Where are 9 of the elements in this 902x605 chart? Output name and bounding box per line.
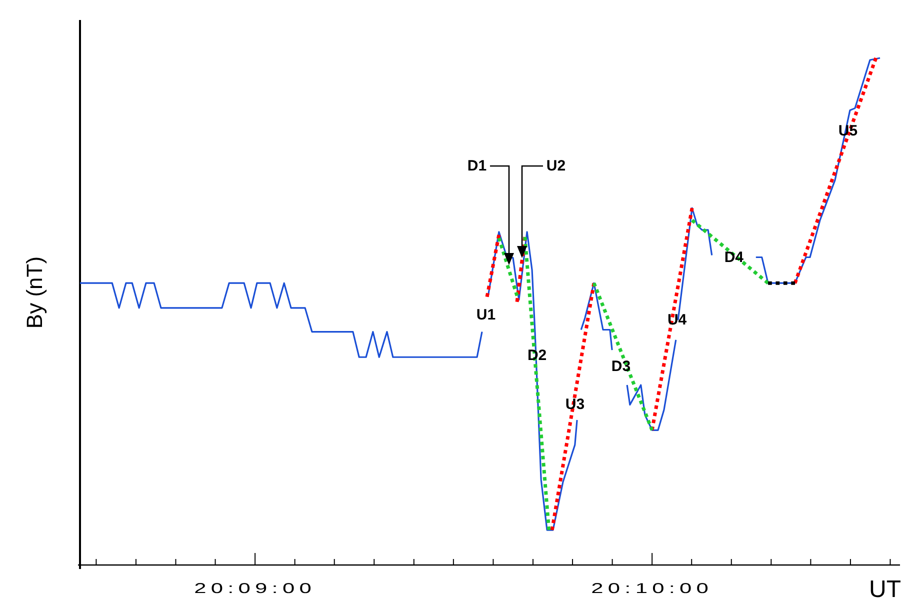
x-axis-title: UT [869,576,902,603]
annotation: D3 [611,358,631,376]
annotation: D1 [467,158,487,174]
x-tick-label: 20:09:00 [194,580,316,596]
x-tick-label: 20:10:00 [591,580,713,596]
y-axis-title: By (nT) [22,256,47,329]
annotation: U3 [565,396,585,413]
annotation: U1 [476,306,496,324]
annotation: U2 [546,158,566,174]
